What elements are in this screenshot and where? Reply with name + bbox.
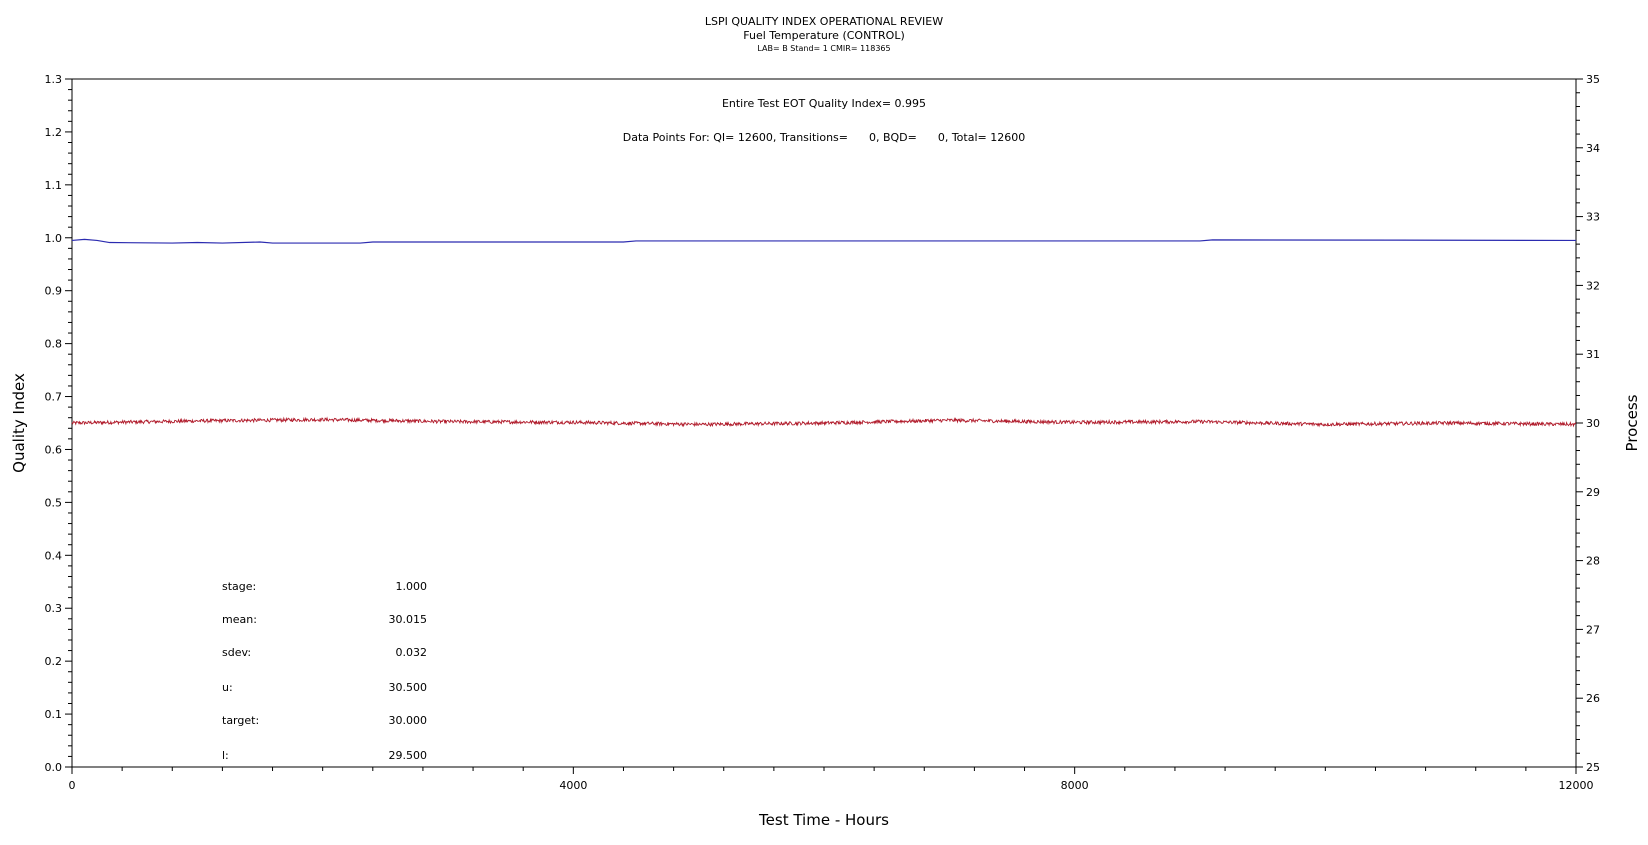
x-tick-label: 12000	[1559, 779, 1594, 792]
y2-tick-label: 33	[1586, 211, 1600, 224]
x-tick-label: 0	[69, 779, 76, 792]
y-axis-label: Quality Index	[10, 373, 28, 473]
y2-tick-label: 25	[1586, 761, 1600, 774]
stat-label: mean:	[222, 613, 257, 626]
y2-tick-label: 26	[1586, 692, 1600, 705]
stat-value: 30.000	[389, 714, 428, 727]
quality-index-annotation: Entire Test EOT Quality Index= 0.995	[722, 97, 926, 110]
chart-subtitle: Fuel Temperature (CONTROL)	[743, 29, 905, 42]
y2-tick-label: 29	[1586, 486, 1600, 499]
y2-tick-label: 31	[1586, 348, 1600, 361]
stat-label: target:	[222, 714, 259, 727]
y-tick-label: 0.7	[45, 391, 63, 404]
y-tick-label: 0.6	[45, 443, 63, 456]
y2-tick-label: 32	[1586, 279, 1600, 292]
stat-value: 30.015	[389, 613, 428, 626]
data-points-annotation: Data Points For: QI= 12600, Transitions=…	[623, 131, 1025, 144]
y-tick-label: 0.5	[45, 496, 63, 509]
axis-ticks: 0.0 0.1 0.2 0.3 0.4 0.5 0.6 0.7 0.8 0.9 1.0 1.1 1.2 1…	[45, 73, 1601, 792]
stat-value: 30.500	[389, 681, 428, 694]
stat-value: 29.500	[389, 749, 428, 762]
y-tick-label: 0.0	[45, 761, 63, 774]
y-tick-label: 1.0	[45, 232, 63, 245]
x-tick-label: 4000	[559, 779, 587, 792]
y2-tick-label: 34	[1586, 142, 1600, 155]
stat-label: sdev:	[222, 646, 251, 659]
y2-tick-label: 27	[1586, 623, 1600, 636]
y2-axis-label: Process	[1623, 394, 1641, 451]
y-tick-label: 0.2	[45, 655, 63, 668]
stat-label: l:	[222, 749, 229, 762]
stat-label: u:	[222, 681, 233, 694]
y-tick-label: 0.9	[45, 285, 63, 298]
x-tick-label: 8000	[1061, 779, 1089, 792]
y-tick-label: 1.1	[45, 179, 63, 192]
quality-index-series-line	[71, 238, 1577, 244]
stat-label: stage:	[222, 580, 256, 593]
y-tick-label: 0.8	[45, 338, 63, 351]
series-group	[71, 238, 1577, 428]
y-tick-label: 0.1	[45, 708, 63, 721]
y2-tick-label: 28	[1586, 555, 1600, 568]
y2-tick-label: 30	[1586, 417, 1600, 430]
chart-info-line: LAB= B Stand= 1 CMIR= 118365	[757, 44, 890, 53]
x-axis-label: Test Time - Hours	[758, 811, 889, 829]
stat-value: 0.032	[396, 646, 428, 659]
y-tick-label: 1.2	[45, 126, 63, 139]
y-tick-label: 0.4	[45, 549, 63, 562]
chart-title: LSPI QUALITY INDEX OPERATIONAL REVIEW	[705, 15, 943, 28]
stat-value: 1.000	[396, 580, 428, 593]
y2-tick-label: 35	[1586, 73, 1600, 86]
y-tick-label: 0.3	[45, 602, 63, 615]
stats-table: stage: 1.000 mean: 30.015 sdev: 0.032 u: 30.500…	[222, 580, 427, 762]
process-series-line	[71, 416, 1577, 428]
y-tick-label: 1.3	[45, 73, 63, 86]
